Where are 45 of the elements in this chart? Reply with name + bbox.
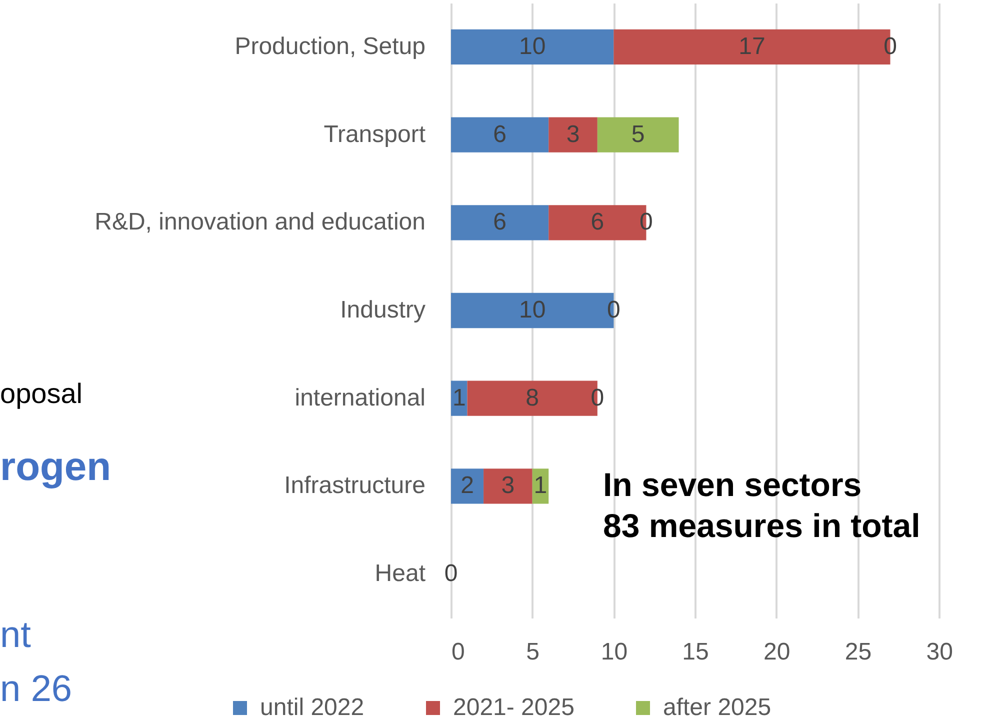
data-label: 0 <box>607 296 620 324</box>
text: nt <box>0 614 32 655</box>
data-label: 6 <box>493 208 506 236</box>
x-tick-label: 30 <box>926 638 953 666</box>
bar <box>548 117 598 152</box>
bar <box>451 29 614 64</box>
data-label: 6 <box>493 120 506 148</box>
y-tick-label: international <box>294 384 426 412</box>
legend-label: 2021- 2025 <box>453 694 574 721</box>
x-tick-label: 15 <box>682 638 709 666</box>
data-label: 1 <box>452 384 466 412</box>
legend-label: until 2022 <box>260 694 364 721</box>
x-tick-label: 20 <box>764 638 790 666</box>
annotation: In seven sectors 83 measures in total <box>603 466 920 544</box>
data-label: 6 <box>590 208 604 236</box>
x-tick-label: 5 <box>526 638 540 666</box>
legend-label: after 2025 <box>663 694 772 721</box>
text: n 26 <box>0 668 72 709</box>
data-label: 3 <box>501 472 515 500</box>
y-tick-label: Transport <box>324 120 426 148</box>
y-tick-label: Infrastructure <box>284 472 426 500</box>
bar <box>597 117 679 152</box>
y-tick-label: Industry <box>340 296 426 324</box>
data-label: 10 <box>518 296 546 324</box>
x-tick-label: 0 <box>452 638 465 666</box>
y-tick-label: Production, Setup <box>234 32 426 60</box>
data-label: 0 <box>884 32 897 60</box>
data-label: 3 <box>566 120 580 148</box>
x-tick-label: 25 <box>844 638 872 666</box>
data-label: 0 <box>444 560 458 588</box>
data-label: 17 <box>738 32 766 60</box>
data-label: 5 <box>631 120 645 148</box>
x-tick-label: 10 <box>600 638 628 666</box>
y-tick-label: R&D, innovation and education <box>94 208 426 236</box>
data-label: 8 <box>526 384 540 412</box>
bar <box>451 205 549 240</box>
data-label: 10 <box>518 32 546 60</box>
bar <box>451 117 549 152</box>
bar <box>484 468 532 504</box>
data-label: 1 <box>534 472 548 500</box>
text: rogen <box>0 445 112 489</box>
data-label: 2 <box>460 472 474 500</box>
bar <box>451 468 484 504</box>
y-tick-label: Heat <box>374 560 426 588</box>
text: oposal <box>0 378 83 409</box>
